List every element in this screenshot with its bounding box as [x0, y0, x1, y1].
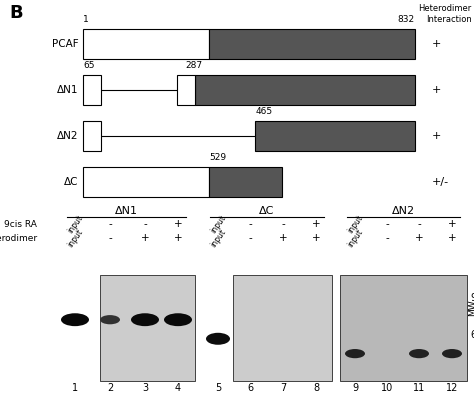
Text: 2: 2 [107, 383, 113, 393]
Text: +: + [431, 131, 441, 141]
Text: 287: 287 [186, 61, 203, 70]
Bar [209, 29, 415, 58]
Text: +: + [279, 233, 287, 243]
Text: 11: 11 [413, 383, 425, 393]
Text: 5: 5 [215, 383, 221, 393]
Text: +: + [431, 39, 441, 49]
Text: -: - [385, 233, 389, 243]
Text: -: - [417, 220, 421, 229]
Text: +: + [173, 233, 182, 243]
Ellipse shape [206, 333, 230, 345]
Text: 10: 10 [381, 383, 393, 393]
Text: 529: 529 [209, 153, 226, 162]
Text: 7: 7 [280, 383, 286, 393]
Text: 3: 3 [142, 383, 148, 393]
Text: ΔC: ΔC [259, 206, 275, 216]
Text: 9: 9 [352, 383, 358, 393]
Ellipse shape [131, 313, 159, 326]
Text: 465: 465 [255, 107, 273, 116]
Bar [83, 167, 209, 197]
Text: ΔN2: ΔN2 [57, 131, 78, 141]
Bar [340, 275, 467, 381]
Text: input: input [346, 228, 365, 249]
Text: -: - [248, 233, 252, 243]
Text: -: - [108, 233, 112, 243]
Text: 4: 4 [175, 383, 181, 393]
Text: -: - [143, 220, 147, 229]
Text: +: + [447, 220, 456, 229]
Bar [100, 275, 195, 381]
Text: Heterodimer
Interaction: Heterodimer Interaction [419, 4, 472, 24]
Text: B: B [9, 4, 23, 22]
Bar [195, 75, 415, 105]
Text: +: + [431, 85, 441, 95]
Bar [83, 121, 101, 151]
Text: ΔN1: ΔN1 [57, 85, 78, 95]
Text: 832: 832 [398, 15, 415, 24]
Text: +: + [415, 233, 423, 243]
Ellipse shape [100, 315, 120, 324]
Text: ΔN1: ΔN1 [115, 206, 138, 216]
Text: -: - [281, 220, 285, 229]
Ellipse shape [61, 313, 89, 326]
Text: -: - [248, 220, 252, 229]
Text: +: + [312, 233, 320, 243]
Text: +: + [141, 233, 149, 243]
Text: +: + [447, 233, 456, 243]
Text: input: input [65, 214, 84, 235]
Ellipse shape [164, 313, 192, 326]
Text: ΔC: ΔC [64, 177, 78, 187]
Text: PCAF: PCAF [52, 39, 78, 49]
Text: input: input [346, 214, 365, 235]
Bar [177, 75, 195, 105]
Text: 12: 12 [446, 383, 458, 393]
Text: 96: 96 [470, 293, 474, 303]
Text: 9cis RA: 9cis RA [4, 220, 37, 229]
Text: 1: 1 [83, 15, 89, 24]
Text: +/-: +/- [431, 177, 448, 187]
Text: 8: 8 [313, 383, 319, 393]
Text: -: - [385, 220, 389, 229]
Bar [83, 75, 101, 105]
Text: 66: 66 [470, 330, 474, 340]
Text: ΔN2: ΔN2 [392, 206, 415, 216]
Bar [255, 121, 415, 151]
Ellipse shape [345, 349, 365, 358]
Text: 1: 1 [72, 383, 78, 393]
Ellipse shape [442, 349, 462, 358]
Bar [83, 29, 209, 58]
Text: input: input [209, 228, 228, 249]
Bar [209, 167, 282, 197]
Text: +: + [173, 220, 182, 229]
Bar [233, 275, 332, 381]
Text: MW: MW [468, 299, 474, 316]
Text: 6: 6 [247, 383, 253, 393]
Text: -: - [108, 220, 112, 229]
Text: +: + [312, 220, 320, 229]
Text: input: input [209, 214, 228, 235]
Ellipse shape [409, 349, 429, 358]
Text: Heterodimer: Heterodimer [0, 234, 37, 243]
Text: 65: 65 [83, 61, 94, 70]
Text: input: input [65, 228, 84, 249]
